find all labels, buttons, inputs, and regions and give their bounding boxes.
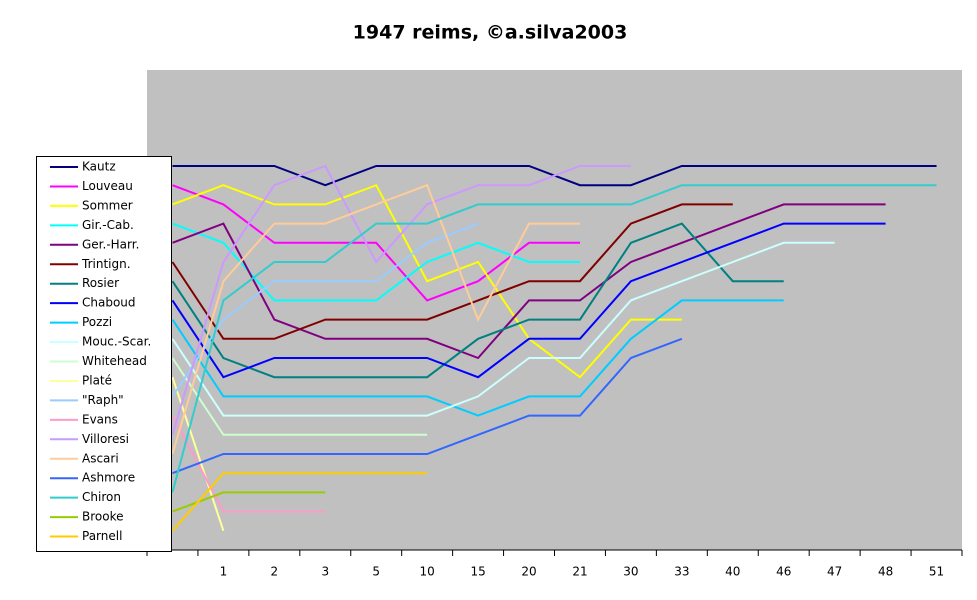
legend-label: Whitehead [82,354,147,368]
x-tick-label: 51 [929,565,944,579]
x-tick-label: 47 [827,565,842,579]
x-tick-label: 46 [776,565,791,579]
plot-area [147,70,962,550]
x-tick-label: 15 [470,565,485,579]
series-line [171,472,428,532]
legend-label: Kautz [82,160,116,174]
series-line [171,299,784,417]
series-line [171,357,428,436]
series-line [171,222,886,379]
legend-label: Gir.-Cab. [82,218,134,232]
x-tick-label: 48 [878,565,893,579]
legend-label: Chaboud [82,296,136,310]
legend-box [36,156,172,552]
series-line [171,222,784,379]
series-line [172,183,682,379]
series-line [171,203,733,340]
legend-label: "Raph" [82,393,124,407]
legend-label: Brooke [82,510,124,524]
x-tick-label: 21 [572,565,587,579]
legend-label: Chiron [82,490,121,504]
legend-label: Platé [82,373,112,387]
legend-label: Parnell [82,529,122,543]
legend-label: Evans [82,412,118,426]
series-line [171,222,479,397]
legend: Kautz Louveau Sommer Gir.-Cab. Ger.-Harr. Tri… [36,156,172,552]
x-tick-label: 5 [372,565,380,579]
legend-label: Louveau [82,179,133,193]
legend-label: Pozzi [82,315,112,329]
series-line [171,241,835,417]
x-tick-label: 1 [220,565,228,579]
x-tick-label: 3 [321,565,329,579]
series-line [171,183,580,455]
x-tick-label: 33 [674,565,689,579]
series-line [171,164,631,436]
legend-label: Rosier [82,276,119,290]
x-tick-label: 10 [420,565,435,579]
legend-label: Ashmore [82,471,135,485]
x-tick-label: 40 [725,565,740,579]
legend-label: Sommer [82,198,133,212]
legend-label: Villoresi [82,432,129,446]
x-tick-label: 20 [521,565,536,579]
series-line [172,203,886,360]
legend-label: Mouc.-Scar. [82,335,151,349]
legend-label: Ger.-Harr. [82,237,139,251]
legend-label: Trintign. [81,257,131,271]
x-tick-label: 30 [623,565,638,579]
series-line [171,184,937,493]
series-line [172,337,683,475]
chart-title: 1947 reims, ©a.silva2003 [353,22,628,44]
legend-label: Ascari [82,451,119,465]
x-tick-label: 2 [271,565,279,579]
